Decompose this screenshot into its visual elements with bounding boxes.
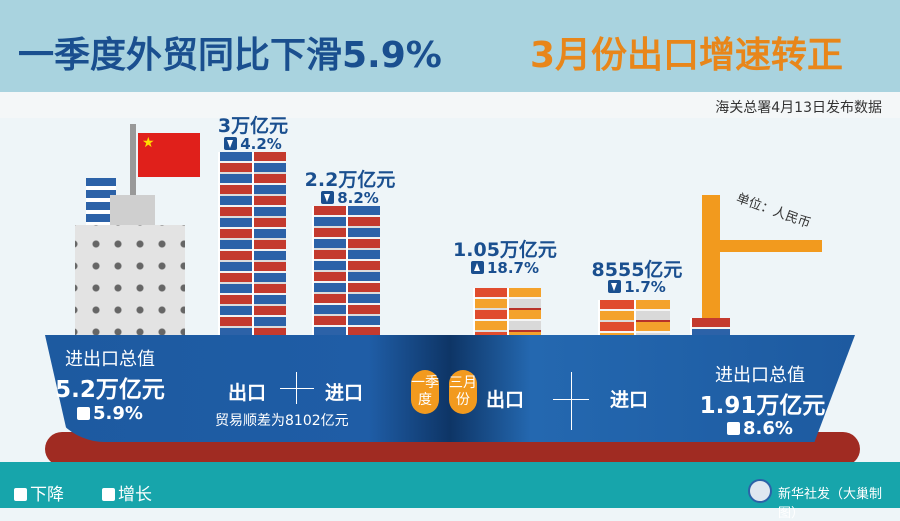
march-total-value: 1.91万亿元 [699,393,826,419]
q1-total-change: 5.9% [55,403,165,424]
source-text: 海关总署4月13日发布数据 [715,100,882,116]
container-stack-bow [690,318,730,340]
unit-label: 单位：人民币 [734,190,813,232]
header-band [0,0,900,92]
march-import-value: 8555亿元 [591,259,683,281]
legend-down: 下降 [14,480,64,505]
plus-sign [280,388,314,389]
cabin [75,225,185,340]
march-export-change: 18.7% [445,259,565,277]
container-stack-q1-export [218,152,252,357]
arrow-up-icon [470,261,484,274]
plus-sign [571,372,572,430]
crane-arm [702,240,822,252]
title-left: 一季度外贸同比下滑5.9% [18,35,442,76]
q1-import-label: 进口 [325,382,364,404]
china-flag-icon: ★ [138,133,200,177]
trade-surplus: 贸易顺差为8102亿元 [215,413,349,429]
credit: 新华社发（大巢制图） [778,487,883,521]
arrow-up-icon [727,422,741,435]
march-total-label: 进出口总值 [715,365,805,386]
arrow-down-icon [608,280,622,293]
arrow-down-icon [321,191,335,204]
q1-import-change: 8.2% [290,189,410,207]
q1-total-value: 5.2万亿元 [55,377,165,403]
flag-pole [130,124,136,199]
q1-total-label: 进出口总值 [65,349,155,370]
march-import-change: 1.7% [577,278,697,296]
q1-import-value: 2.2万亿元 [304,169,396,191]
plus-sign [296,372,297,404]
bridge [110,195,155,225]
source-band [0,92,900,118]
arrow-down-icon [77,407,91,420]
q1-export-label: 出口 [228,382,267,404]
legend-up: 增长 [102,480,152,505]
march-export-value: 1.05万亿元 [453,239,557,261]
title-right: 3月份出口增速转正 [530,35,844,76]
arrow-up-icon [102,488,115,501]
crane [702,195,720,340]
q1-export-value: 3万亿元 [217,115,289,137]
arrow-down-icon [14,488,27,501]
march-import-label: 进口 [610,389,649,411]
container-stack-q1-import [312,206,346,357]
arrow-down-icon [224,137,238,150]
march-export-label: 出口 [486,389,525,411]
q1-export-change: 4.2% [193,135,313,153]
xinhua-logo-icon [748,479,772,503]
q1-badge: 一季度 [411,370,439,414]
march-total-change: 8.6% [705,418,815,439]
container-stack-q1-export [252,152,286,357]
container-stack-q1-import [346,206,380,357]
march-badge: 三月份 [449,370,477,414]
